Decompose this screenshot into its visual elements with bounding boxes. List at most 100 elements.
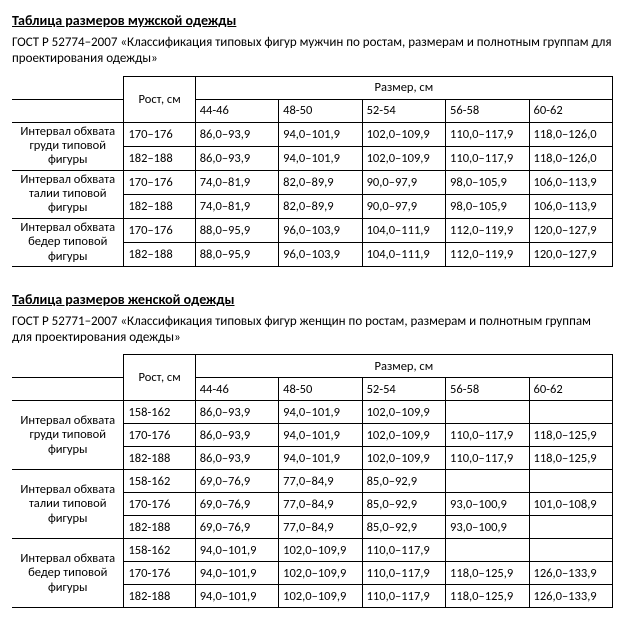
cell: 93,0–100,9 (446, 493, 529, 516)
women-header-row-1: Рост, см Размер, см (12, 355, 613, 378)
men-size-header: Размер, см (195, 76, 612, 99)
cell: 120,0–127,9 (529, 218, 613, 242)
cell: 88,0–95,9 (195, 242, 278, 266)
cell: 182-188 (124, 516, 195, 539)
cell: 101,0–108,9 (529, 493, 613, 516)
cell: 110,0–117,9 (362, 539, 445, 562)
cell: 110,0–117,9 (362, 585, 445, 608)
men-gost: ГОСТ Р 52774–2007 «Классификация типовых… (12, 35, 613, 68)
men-height-header: Рост, см (124, 76, 195, 122)
cell: 86,0–93,9 (195, 447, 278, 470)
cell: 93,0–100,9 (446, 516, 529, 539)
cell: 102,0–109,9 (362, 146, 445, 170)
women-blank-corner-2 (12, 378, 124, 401)
cell: 102,0–109,9 (279, 585, 362, 608)
cell: 85,0–92,9 (362, 516, 445, 539)
cell: 94,0–101,9 (279, 146, 362, 170)
cell: 118,0–126,0 (529, 122, 613, 146)
cell: 110,0–117,9 (446, 424, 529, 447)
cell: 182–188 (124, 242, 195, 266)
cell: 126,0–133,9 (529, 562, 613, 585)
cell: 74,0–81,9 (195, 194, 278, 218)
cell: 110,0–117,9 (446, 146, 529, 170)
cell: 112,0–119,9 (446, 218, 529, 242)
women-group-2-label: Интервал обхвата бедер типовой фигуры (12, 539, 124, 608)
cell: 110,0–117,9 (446, 122, 529, 146)
cell (446, 470, 529, 493)
cell (529, 516, 613, 539)
cell: 90,0–97,9 (362, 194, 445, 218)
cell: 85,0–92,9 (362, 470, 445, 493)
cell: 86,0–93,9 (195, 424, 278, 447)
cell: 126,0–133,9 (529, 585, 613, 608)
men-blank-corner-2 (12, 99, 124, 122)
cell: 158-162 (124, 470, 195, 493)
men-group-1-label: Интервал обхвата талии типовой фигуры (12, 170, 124, 218)
men-group-2-label: Интервал обхвата бедер типовой фигуры (12, 218, 124, 266)
cell: 86,0–93,9 (195, 122, 278, 146)
cell: 118,0–125,9 (529, 447, 613, 470)
cell: 94,0–101,9 (195, 562, 278, 585)
table-row: Интервал обхвата бедер типовой фигуры 17… (12, 218, 613, 242)
table-row: Интервал обхвата талии типовой фигуры 15… (12, 470, 613, 493)
cell (529, 470, 613, 493)
men-size-col-2: 52-54 (362, 99, 445, 122)
cell: 182–188 (124, 194, 195, 218)
cell: 170–176 (124, 122, 195, 146)
women-size-col-0: 44-46 (195, 378, 278, 401)
women-size-col-1: 48-50 (279, 378, 362, 401)
cell: 118,0–126,0 (529, 146, 613, 170)
women-size-col-2: 52-54 (362, 378, 445, 401)
cell: 85,0–92,9 (362, 493, 445, 516)
women-size-col-3: 56-58 (446, 378, 529, 401)
men-header-row-2: 44-46 48-50 52-54 56-58 60-62 (12, 99, 613, 122)
cell: 118,0–125,9 (446, 585, 529, 608)
women-table: Рост, см Размер, см 44-46 48-50 52-54 56… (12, 354, 613, 608)
men-blank-corner (12, 76, 124, 99)
cell: 106,0–113,9 (529, 194, 613, 218)
cell: 77,0–84,9 (279, 493, 362, 516)
cell: 82,0–89,9 (279, 194, 362, 218)
men-size-col-0: 44-46 (195, 99, 278, 122)
men-header-row-1: Рост, см Размер, см (12, 76, 613, 99)
table-row: Интервал обхвата груди типовой фигуры 15… (12, 401, 613, 424)
cell: 102,0–109,9 (362, 122, 445, 146)
cell: 170-176 (124, 493, 195, 516)
table-row: Интервал обхвата груди типовой фигуры 17… (12, 122, 613, 146)
cell: 112,0–119,9 (446, 242, 529, 266)
women-size-col-4: 60-62 (529, 378, 613, 401)
cell: 170-176 (124, 562, 195, 585)
cell: 69,0–76,9 (195, 470, 278, 493)
women-header-row-2: 44-46 48-50 52-54 56-58 60-62 (12, 378, 613, 401)
cell: 118,0–125,9 (529, 424, 613, 447)
cell: 82,0–89,9 (279, 170, 362, 194)
men-table: Рост, см Размер, см 44-46 48-50 52-54 56… (12, 76, 613, 267)
women-gost: ГОСТ Р 52771–2007 «Классификация типовых… (12, 314, 613, 347)
cell: 182–188 (124, 146, 195, 170)
cell: 110,0–117,9 (362, 562, 445, 585)
cell: 77,0–84,9 (279, 470, 362, 493)
cell: 182-188 (124, 447, 195, 470)
cell: 106,0–113,9 (529, 170, 613, 194)
cell: 94,0–101,9 (279, 401, 362, 424)
cell: 170–176 (124, 218, 195, 242)
cell: 158-162 (124, 539, 195, 562)
men-size-col-3: 56-58 (446, 99, 529, 122)
cell (446, 539, 529, 562)
table-row: Интервал обхвата талии типовой фигуры 17… (12, 170, 613, 194)
cell: 86,0–93,9 (195, 146, 278, 170)
cell: 90,0–97,9 (362, 170, 445, 194)
cell: 170-176 (124, 424, 195, 447)
men-size-col-1: 48-50 (279, 99, 362, 122)
table-row: Интервал обхвата бедер типовой фигуры 15… (12, 539, 613, 562)
cell: 182-188 (124, 585, 195, 608)
cell: 94,0–101,9 (279, 122, 362, 146)
cell: 88,0–95,9 (195, 218, 278, 242)
cell: 96,0–103,9 (279, 218, 362, 242)
women-size-header: Размер, см (195, 355, 612, 378)
cell: 86,0–93,9 (195, 401, 278, 424)
cell: 94,0–101,9 (279, 424, 362, 447)
cell: 98,0–105,9 (446, 170, 529, 194)
cell: 102,0–109,9 (279, 539, 362, 562)
cell: 104,0–111,9 (362, 218, 445, 242)
